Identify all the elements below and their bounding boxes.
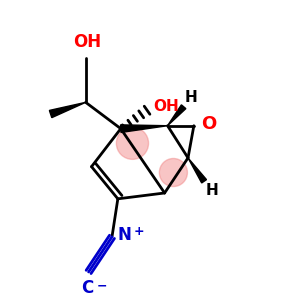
- Text: OH: OH: [153, 99, 179, 114]
- Text: −: −: [97, 279, 107, 292]
- Circle shape: [159, 158, 188, 187]
- Text: C: C: [81, 279, 93, 297]
- Polygon shape: [50, 102, 86, 118]
- Polygon shape: [188, 158, 206, 183]
- Text: H: H: [206, 183, 218, 198]
- Text: N: N: [118, 226, 132, 244]
- Text: OH: OH: [73, 33, 101, 51]
- Text: H: H: [185, 90, 198, 105]
- Text: O: O: [201, 115, 216, 133]
- Polygon shape: [167, 105, 186, 126]
- Circle shape: [116, 127, 148, 159]
- Polygon shape: [121, 125, 167, 132]
- Text: +: +: [134, 225, 145, 238]
